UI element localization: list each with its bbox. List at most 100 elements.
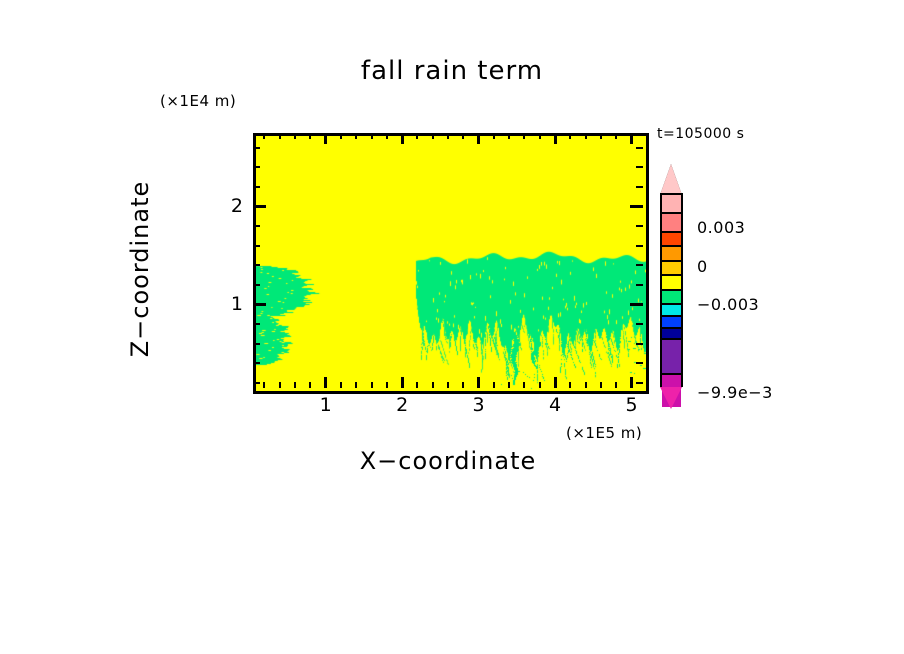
- x-minor-tick: [508, 382, 511, 388]
- y-minor-tick-right: [636, 284, 643, 287]
- y-major-tick-right: [630, 303, 643, 307]
- colorbar-arrow-bottom: [660, 387, 682, 409]
- x-major-tick: [400, 377, 404, 388]
- x-tick-label: 3: [472, 394, 485, 416]
- x-minor-tick-top: [385, 133, 388, 139]
- x-minor-tick-top: [462, 133, 465, 139]
- x-minor-tick: [447, 382, 449, 388]
- y-major-tick: [253, 205, 266, 209]
- x-minor-tick-top: [584, 133, 587, 139]
- x-tick-label: 2: [396, 394, 409, 416]
- y-minor-tick-right: [636, 244, 643, 247]
- x-minor-tick: [278, 382, 281, 388]
- y-minor-tick-right: [636, 146, 643, 149]
- x-major-tick-top: [477, 133, 481, 144]
- y-minor-tick-right: [636, 323, 643, 326]
- x-tick-label: 1: [319, 394, 332, 416]
- x-minor-tick-top: [431, 133, 434, 139]
- colorbar-band: [662, 211, 681, 231]
- y-minor-tick-right: [636, 342, 643, 345]
- x-tick-label: 5: [625, 394, 638, 416]
- x-minor-tick: [538, 382, 541, 388]
- x-minor-tick-top: [339, 133, 342, 139]
- x-minor-tick: [492, 382, 495, 388]
- colorbar-band: [662, 274, 681, 289]
- x-major-tick-top: [630, 133, 634, 144]
- x-major-tick-top: [400, 133, 404, 144]
- y-minor-tick-right: [636, 225, 643, 228]
- colorbar-band: [662, 230, 681, 246]
- colorbar: [660, 193, 683, 407]
- y-minor-tick: [253, 342, 260, 345]
- page-title: fall rain term: [360, 56, 544, 86]
- y-minor-tick: [253, 146, 260, 149]
- x-axis-units-label: (×1E5 m): [566, 424, 643, 442]
- x-minor-tick: [309, 382, 312, 388]
- plot-area: [253, 133, 649, 394]
- colorbar-band: [662, 259, 681, 275]
- colorbar-tick-label: 0: [697, 257, 708, 276]
- colorbar-band: [662, 303, 681, 316]
- x-minor-tick-top: [599, 133, 602, 139]
- y-major-tick-right: [630, 205, 643, 209]
- x-minor-tick: [294, 382, 297, 388]
- x-major-tick: [477, 377, 481, 388]
- y-tick-label: 1: [230, 292, 243, 315]
- colorbar-arrow-top: [660, 164, 682, 195]
- x-minor-tick: [355, 382, 358, 388]
- x-minor-tick-top: [492, 133, 495, 139]
- x-minor-tick: [569, 382, 572, 388]
- y-minor-tick: [253, 264, 260, 267]
- colorbar-band: [662, 337, 681, 373]
- colorbar-band: [662, 315, 681, 328]
- colorbar-band: [662, 195, 681, 212]
- x-minor-tick-top: [263, 133, 266, 139]
- x-minor-tick-top: [294, 133, 297, 139]
- colorbar-band: [662, 288, 681, 304]
- x-minor-tick-top: [447, 133, 449, 139]
- time-annotation: t=105000 s: [657, 126, 745, 142]
- y-minor-tick-right: [636, 264, 643, 267]
- y-minor-tick: [253, 244, 260, 247]
- y-minor-tick: [253, 382, 260, 385]
- x-minor-tick-top: [538, 133, 541, 139]
- colorbar-tick-label: −9.9e−3: [697, 383, 773, 402]
- y-tick-label: 2: [230, 194, 243, 217]
- x-major-tick: [630, 377, 634, 388]
- y-minor-tick-right: [636, 362, 643, 365]
- colorbar-band: [662, 327, 681, 338]
- x-minor-tick-top: [309, 133, 312, 139]
- x-minor-tick: [385, 382, 388, 388]
- y-major-tick: [253, 303, 266, 307]
- x-minor-tick-top: [569, 133, 572, 139]
- x-minor-tick-top: [523, 133, 526, 139]
- x-minor-tick: [263, 382, 266, 388]
- x-minor-tick: [584, 382, 587, 388]
- x-minor-tick-top: [370, 133, 373, 139]
- y-minor-tick: [253, 323, 260, 326]
- contour-field-canvas: [256, 136, 646, 391]
- x-minor-tick: [339, 382, 342, 388]
- y-minor-tick: [253, 166, 260, 169]
- colorbar-band: [662, 245, 681, 260]
- x-minor-tick-top: [278, 133, 281, 139]
- x-major-tick-top: [553, 133, 557, 144]
- x-minor-tick: [431, 382, 434, 388]
- x-minor-tick: [523, 382, 526, 388]
- x-major-tick: [553, 377, 557, 388]
- x-tick-label: 4: [549, 394, 562, 416]
- y-minor-tick: [253, 362, 260, 365]
- y-axis-title: Z−coordinate: [126, 180, 154, 358]
- x-minor-tick-top: [355, 133, 358, 139]
- y-minor-tick: [253, 225, 260, 228]
- x-major-tick-top: [324, 133, 328, 144]
- y-minor-tick: [253, 284, 260, 287]
- colorbar-tick-label: −0.003: [697, 295, 760, 314]
- x-minor-tick-top: [508, 133, 511, 139]
- colorbar-tick-label: 0.003: [697, 218, 746, 237]
- y-minor-tick-right: [636, 382, 643, 385]
- x-minor-tick-top: [615, 133, 618, 139]
- y-axis-units-label: (×1E4 m): [160, 92, 237, 110]
- x-minor-tick: [615, 382, 618, 388]
